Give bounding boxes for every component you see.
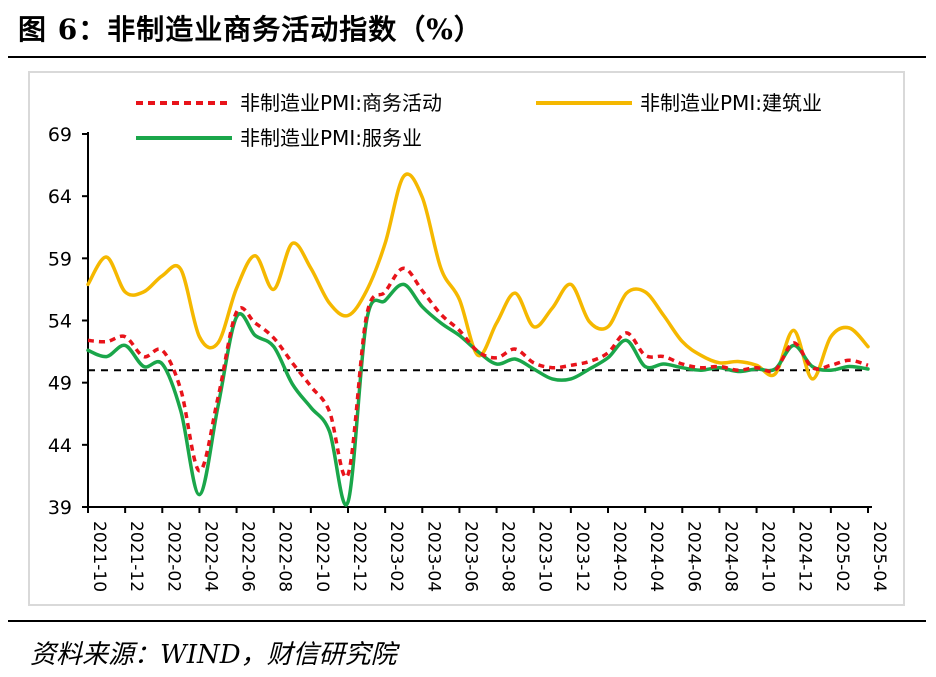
y-tick-label: 44 xyxy=(48,435,72,457)
source-rule xyxy=(8,620,926,622)
x-tick-label: 2023-08 xyxy=(498,521,518,592)
series-services-line xyxy=(86,282,870,507)
x-tick-label: 2022-08 xyxy=(275,521,295,592)
x-tick-label: 2024-02 xyxy=(609,521,629,592)
x-tick-label: 2024-04 xyxy=(646,521,666,592)
source-note: 资料来源：WIND，财信研究院 xyxy=(30,640,397,670)
x-tick-label: 2022-10 xyxy=(312,521,332,592)
y-tick-label: 49 xyxy=(48,373,72,395)
y-tick-label: 54 xyxy=(48,311,72,333)
x-tick-label: 2024-06 xyxy=(683,521,703,592)
x-tick-label: 2021-10 xyxy=(89,521,109,592)
x-tick-label: 2022-02 xyxy=(163,521,183,592)
x-tick-label: 2022-04 xyxy=(200,521,220,592)
x-tick-label: 2025-02 xyxy=(832,521,852,592)
title-rule xyxy=(8,56,926,58)
x-tick-label: 2025-04 xyxy=(869,521,889,592)
axes: 39 44 49 54 59 64 69 2021-10 2021-12 2022-02 2022-… xyxy=(48,124,889,592)
x-tick-label: 2024-08 xyxy=(720,521,740,592)
series-construction-legend-label: 非制造业PMI:建筑业 xyxy=(640,91,822,115)
x-tick-label: 2023-02 xyxy=(386,521,406,592)
x-tick-label: 2023-06 xyxy=(460,521,480,592)
y-tick-label: 39 xyxy=(48,497,72,519)
x-tick-label: 2024-10 xyxy=(758,521,778,592)
series-business-activity-line xyxy=(87,266,869,479)
x-tick-label: 2022-12 xyxy=(349,521,369,592)
x-tick-label: 2022-06 xyxy=(238,521,258,592)
x-tick-label: 2023-04 xyxy=(423,521,443,592)
series-construction-line xyxy=(86,172,870,381)
x-tick-label: 2021-12 xyxy=(126,521,146,592)
series-lines xyxy=(86,172,870,507)
x-tick-label: 2023-10 xyxy=(535,521,555,592)
figure-title: 图 6：非制造业商务活动指数（%） xyxy=(18,13,483,46)
chart-frame xyxy=(28,71,905,606)
series-services-legend-label: 非制造业PMI:服务业 xyxy=(240,126,422,150)
y-tick-label: 64 xyxy=(48,186,72,208)
y-tick-label: 59 xyxy=(48,248,72,270)
y-tick-label: 69 xyxy=(48,124,72,146)
series-business-activity-legend-label: 非制造业PMI:商务活动 xyxy=(240,91,442,115)
x-tick-label: 2024-12 xyxy=(795,521,815,592)
x-tick-label: 2023-12 xyxy=(572,521,592,592)
